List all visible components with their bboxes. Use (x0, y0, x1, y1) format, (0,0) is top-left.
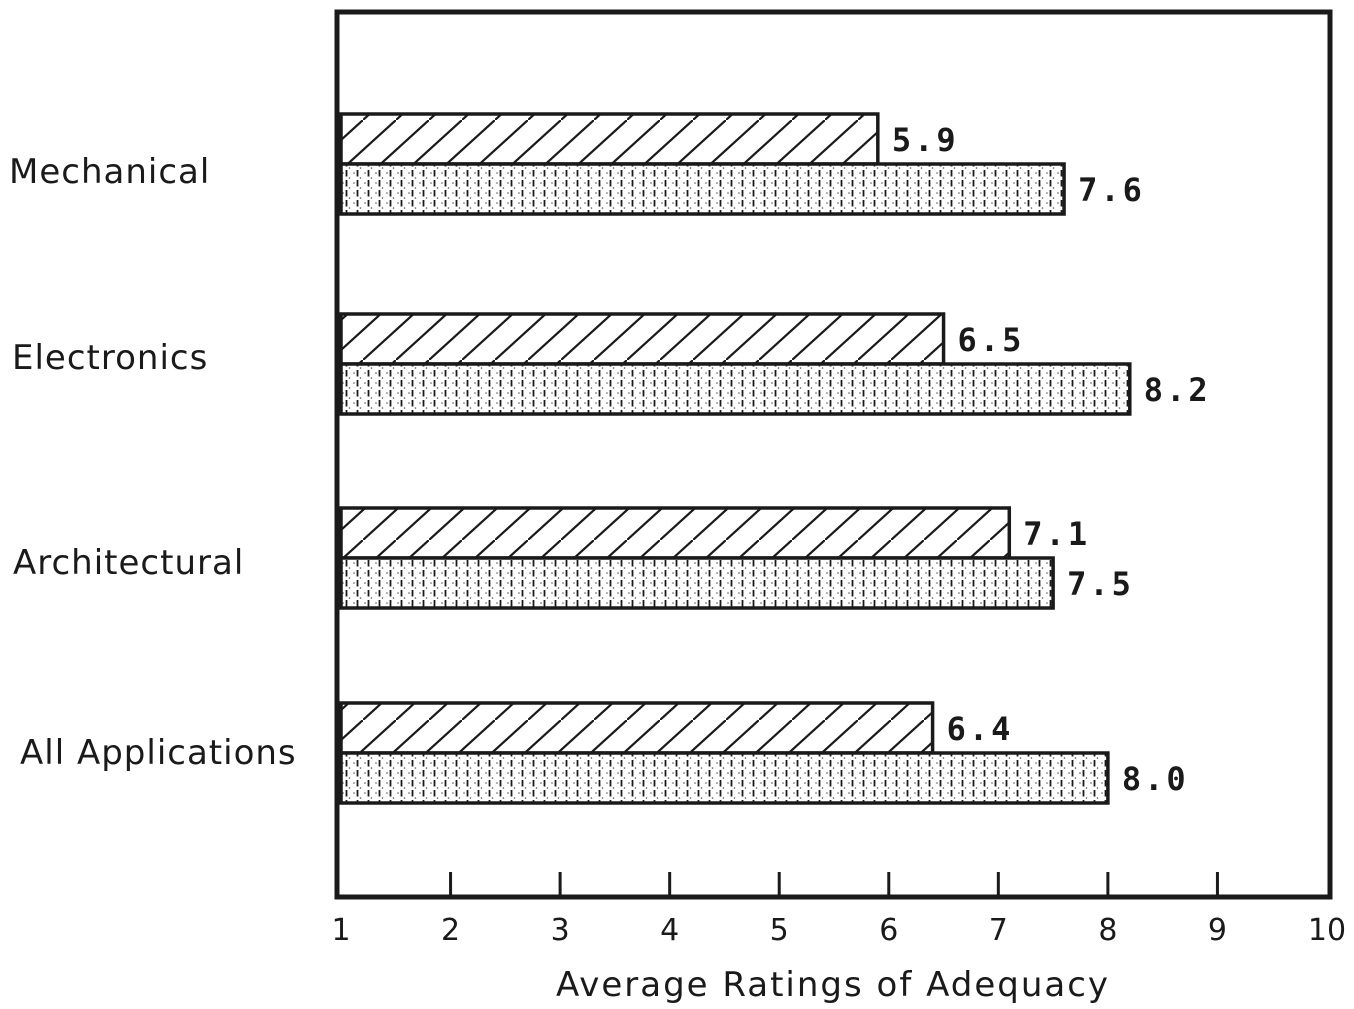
bar-electronics-series-2 (339, 362, 1132, 416)
category-label: Architectural (13, 543, 244, 583)
x-tick-label: 10 (1308, 913, 1346, 948)
bar-mechanical-series-1 (339, 112, 880, 166)
x-tick-label: 8 (1098, 913, 1117, 948)
category-label: All Applications (20, 733, 297, 773)
category-label: Electronics (12, 338, 208, 378)
x-tick-label: 7 (989, 913, 1008, 948)
bar-architectural-series-1 (339, 506, 1012, 560)
bar-all-applications-series-2 (339, 751, 1110, 805)
value-label: 6.4 (947, 710, 1014, 748)
x-tick-label: 1 (331, 913, 350, 948)
bars-layer (339, 112, 1132, 805)
value-label: 7.6 (1078, 171, 1145, 209)
x-tick-label: 4 (660, 913, 679, 948)
value-label: 5.9 (892, 121, 959, 159)
x-axis-tick-labels: 1 2 3 4 5 6 7 8 9 10 (331, 913, 1346, 948)
value-label: 8.0 (1122, 760, 1189, 798)
x-axis-ticks (449, 872, 1219, 896)
x-tick-label: 6 (879, 913, 898, 948)
x-axis-title: Average Ratings of Adequacy (556, 965, 1110, 1005)
value-labels-layer: 5.9 7.6 6.5 8.2 7.1 7.5 6.4 8.0 (892, 121, 1211, 798)
value-label: 6.5 (958, 321, 1025, 359)
bar-mechanical-series-2 (339, 162, 1066, 216)
x-tick-label: 2 (441, 913, 460, 948)
bar-electronics-series-1 (339, 312, 946, 366)
bar-architectural-series-2 (339, 556, 1055, 610)
value-label: 7.5 (1067, 565, 1134, 603)
bar-all-applications-series-1 (339, 701, 935, 755)
value-label: 7.1 (1023, 515, 1090, 553)
x-tick-label: 5 (770, 913, 789, 948)
x-tick-label: 3 (551, 913, 570, 948)
category-label: Mechanical (9, 152, 210, 192)
value-label: 8.2 (1144, 371, 1211, 409)
category-labels: Mechanical Electronics Architectural All Ap… (9, 152, 297, 773)
x-tick-label: 9 (1208, 913, 1227, 948)
plot-frame (334, 9, 1333, 900)
